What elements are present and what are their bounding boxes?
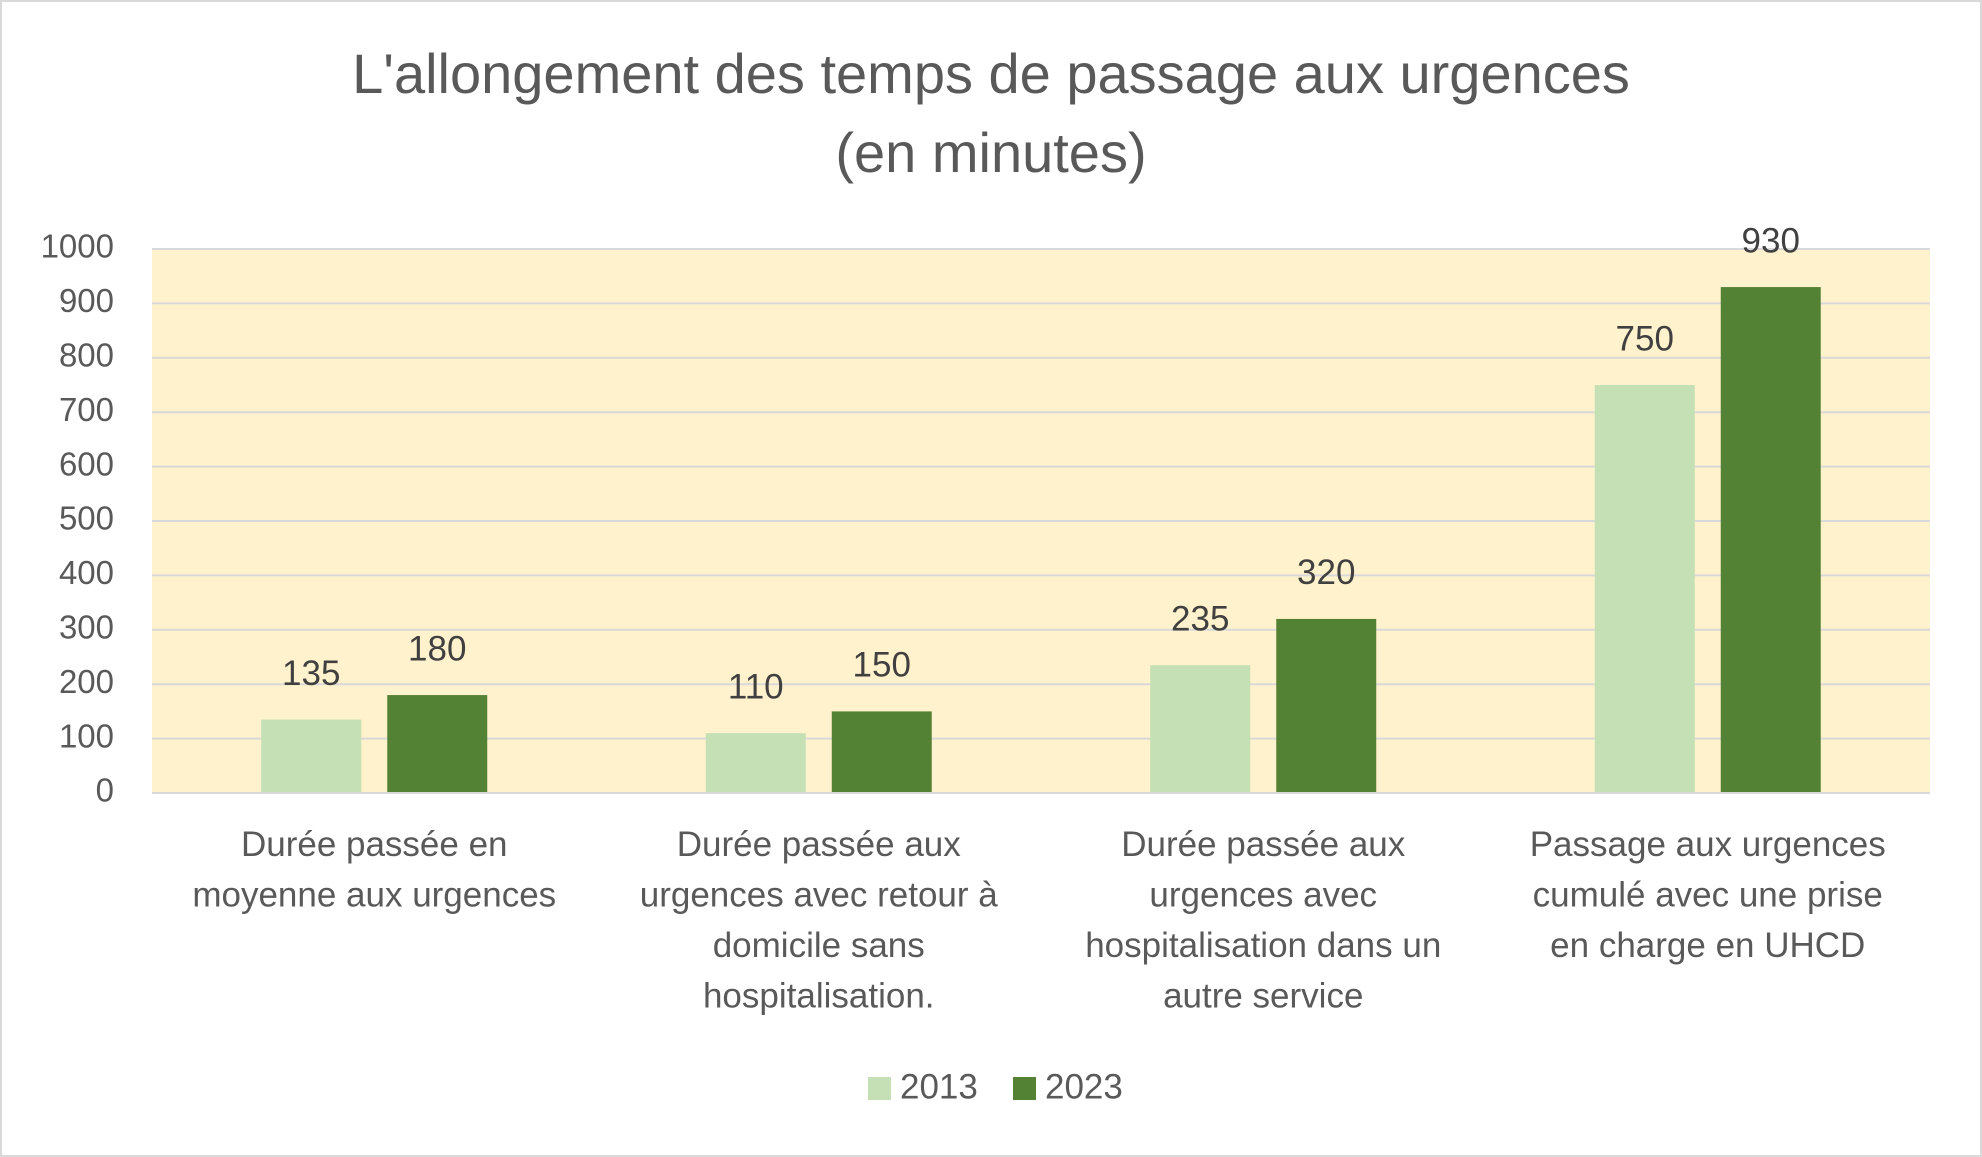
bar [1150, 665, 1251, 793]
bar [1720, 287, 1821, 793]
bar [261, 719, 362, 793]
legend-label: 2023 [1045, 1067, 1123, 1106]
y-tick-label: 300 [59, 609, 114, 646]
bar [387, 695, 488, 793]
x-tick-label: Durée passée aux urgences avec hospitalisa… [1085, 825, 1441, 1016]
bar [831, 711, 932, 793]
legend-swatch [868, 1077, 891, 1100]
chart-title: L'allongement des temps de passage aux u… [352, 42, 1630, 105]
value-label: 750 [1616, 319, 1674, 358]
legend-label: 2013 [900, 1067, 978, 1106]
bar [1594, 385, 1695, 793]
y-tick-label: 600 [59, 445, 114, 482]
legend-swatch [1013, 1077, 1036, 1100]
value-label: 110 [728, 667, 784, 706]
bar [1276, 618, 1377, 793]
y-tick-label: 200 [59, 663, 114, 700]
x-tick-label: Passage aux urgences cumulé avec une pris… [1530, 825, 1886, 965]
y-tick-label: 0 [96, 772, 114, 809]
value-label: 180 [408, 629, 466, 668]
chart-title: (en minutes) [835, 121, 1146, 184]
value-label: 235 [1171, 599, 1229, 638]
value-label: 150 [853, 646, 911, 685]
value-label: 135 [282, 654, 340, 693]
y-tick-label: 400 [59, 554, 114, 591]
y-tick-label: 700 [59, 391, 114, 428]
y-tick-label: 900 [59, 282, 114, 319]
bar [705, 733, 806, 793]
y-tick-label: 1000 [41, 228, 114, 265]
y-tick-label: 100 [59, 717, 114, 754]
y-tick-label: 500 [59, 500, 114, 537]
x-tick-label: Durée passée en moyenne aux urgences [192, 825, 556, 915]
y-tick-label: 800 [59, 337, 114, 374]
x-tick-label: Durée passée aux urgences avec retour à do… [640, 825, 999, 1016]
value-label: 930 [1742, 221, 1800, 260]
value-label: 320 [1297, 553, 1355, 592]
